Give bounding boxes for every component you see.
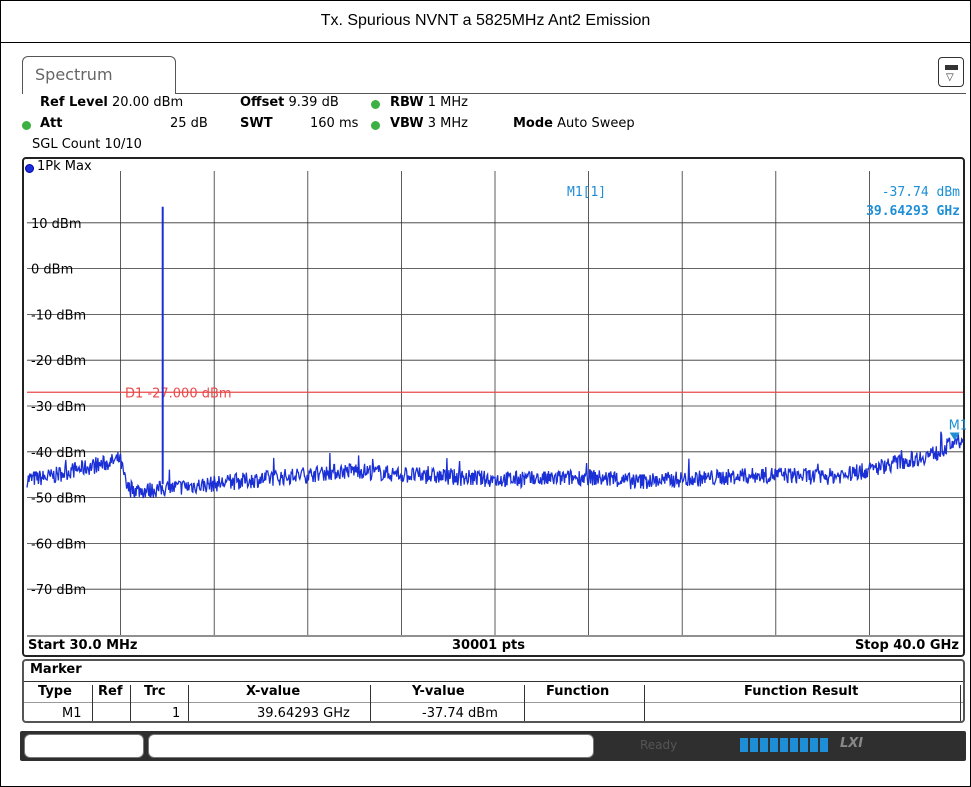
att-param: Att [40, 116, 63, 131]
tab-spectrum[interactable]: Spectrum [22, 56, 176, 94]
col-type: Type [38, 684, 72, 699]
y-tick-label: -40 dBm [31, 446, 86, 461]
status-message-field[interactable] [148, 734, 594, 758]
marker-readout-frequency: 39.64293 GHz [866, 204, 960, 219]
vbw-coupled-indicator [371, 121, 380, 130]
ref-level-param: Ref Level 20.00 dBm [40, 95, 183, 110]
plot-footer: Start 30.0 MHz 30001 pts Stop 40.0 GHz [24, 636, 963, 656]
rbw-param: RBW 1 MHz [390, 95, 468, 110]
spectrum-chart: 10 dBm 0 dBm -10 dBm -20 dBm -30 dBm -40 dBm -… [26, 171, 966, 637]
status-field-left[interactable] [24, 734, 144, 758]
row-y-value: -37.74 dBm [422, 706, 498, 721]
menu-button[interactable]: ▽ [938, 57, 964, 87]
limit-line-label: D1 -27.000 dBm [125, 386, 232, 401]
col-trc: Trc [144, 684, 166, 699]
offset-label: Offset [240, 95, 285, 110]
swt-label: SWT [240, 116, 273, 131]
lxi-logo: LXI [840, 736, 864, 751]
status-bar: Ready LXI [20, 731, 966, 761]
mode-value: Auto Sweep [557, 116, 635, 131]
col-y-value: Y-value [412, 684, 465, 699]
report-title-text: Tx. Spurious NVNT a 5825MHz Ant2 Emissio… [320, 12, 651, 29]
marker-table-divider [524, 685, 525, 721]
mode-param: Mode Auto Sweep [513, 116, 635, 131]
offset-value: 9.39 dB [288, 95, 339, 110]
marker-table-divider [130, 685, 131, 721]
marker-table-divider [92, 685, 93, 721]
trace-label: 1Pk Max [37, 159, 92, 174]
swt-value: 160 ms [310, 116, 359, 131]
rbw-coupled-indicator [371, 100, 380, 109]
sgl-count: SGL Count 10/10 [32, 137, 142, 152]
offset-param: Offset 9.39 dB [240, 95, 339, 110]
marker-table: Marker Type Ref Trc X-value Y-value Func… [22, 659, 965, 723]
marker-table-divider [24, 681, 963, 682]
att-coupled-indicator [22, 121, 31, 130]
start-frequency: Start 30.0 MHz [28, 638, 138, 653]
sweep-points: 30001 pts [452, 638, 526, 653]
y-tick-label: -60 dBm [31, 537, 86, 552]
vbw-label: VBW [390, 116, 424, 131]
col-ref: Ref [98, 684, 123, 699]
y-tick-label: -50 dBm [31, 492, 86, 507]
row-trc: 1 [172, 706, 181, 721]
marker-readout-level: -37.74 dBm [882, 185, 960, 200]
marker-table-title: Marker [30, 662, 82, 677]
marker-m1-flag: M1 [949, 418, 966, 433]
y-tick-label: -10 dBm [31, 308, 86, 323]
menu-icon [945, 65, 958, 70]
y-tick-label: 10 dBm [31, 217, 82, 232]
rbw-value: 1 MHz [427, 95, 468, 110]
tab-underline [176, 93, 966, 94]
stop-frequency: Stop 40.0 GHz [854, 638, 959, 653]
marker-m1-triangle [949, 432, 960, 441]
dropdown-arrow-icon: ▽ [946, 72, 954, 83]
col-function: Function [546, 684, 610, 699]
att-label: Att [40, 116, 63, 131]
mode-label: Mode [513, 116, 553, 131]
row-x-value: 39.64293 GHz [257, 706, 350, 721]
vbw-param: VBW 3 MHz [390, 116, 468, 131]
col-function-result: Function Result [744, 684, 859, 699]
trace-indicator-icon [25, 164, 34, 173]
y-tick-label: -70 dBm [31, 583, 86, 598]
row-type: M1 [62, 706, 82, 721]
report-title: Tx. Spurious NVNT a 5825MHz Ant2 Emissio… [0, 0, 971, 43]
plot-area [22, 157, 965, 657]
marker-table-divider [188, 685, 189, 721]
marker-readout-name: M1[1] [567, 185, 606, 200]
col-x-value: X-value [246, 684, 301, 699]
marker-table-divider [644, 685, 645, 721]
ref-level-label: Ref Level [40, 95, 108, 110]
marker-table-divider [370, 685, 371, 721]
spectrum-analyzer-screen: Spectrum ▽ Ref Level 20.00 dBm Offset 9.… [20, 55, 966, 767]
tab-spectrum-label: Spectrum [35, 65, 113, 84]
trace-1pk-max [26, 431, 964, 499]
rbw-label: RBW [390, 95, 424, 110]
vbw-value: 3 MHz [427, 116, 468, 131]
ready-status: Ready [640, 738, 678, 752]
y-tick-label: -20 dBm [31, 354, 86, 369]
ref-level-value: 20.00 dBm [112, 95, 184, 110]
sweep-progress-bar [740, 738, 832, 752]
y-tick-label: -30 dBm [31, 400, 86, 415]
marker-table-divider [24, 702, 963, 703]
y-tick-label: 0 dBm [31, 263, 73, 278]
att-value: 25 dB [170, 116, 208, 131]
swt-param: SWT [240, 116, 273, 131]
marker-table-divider [960, 685, 961, 721]
